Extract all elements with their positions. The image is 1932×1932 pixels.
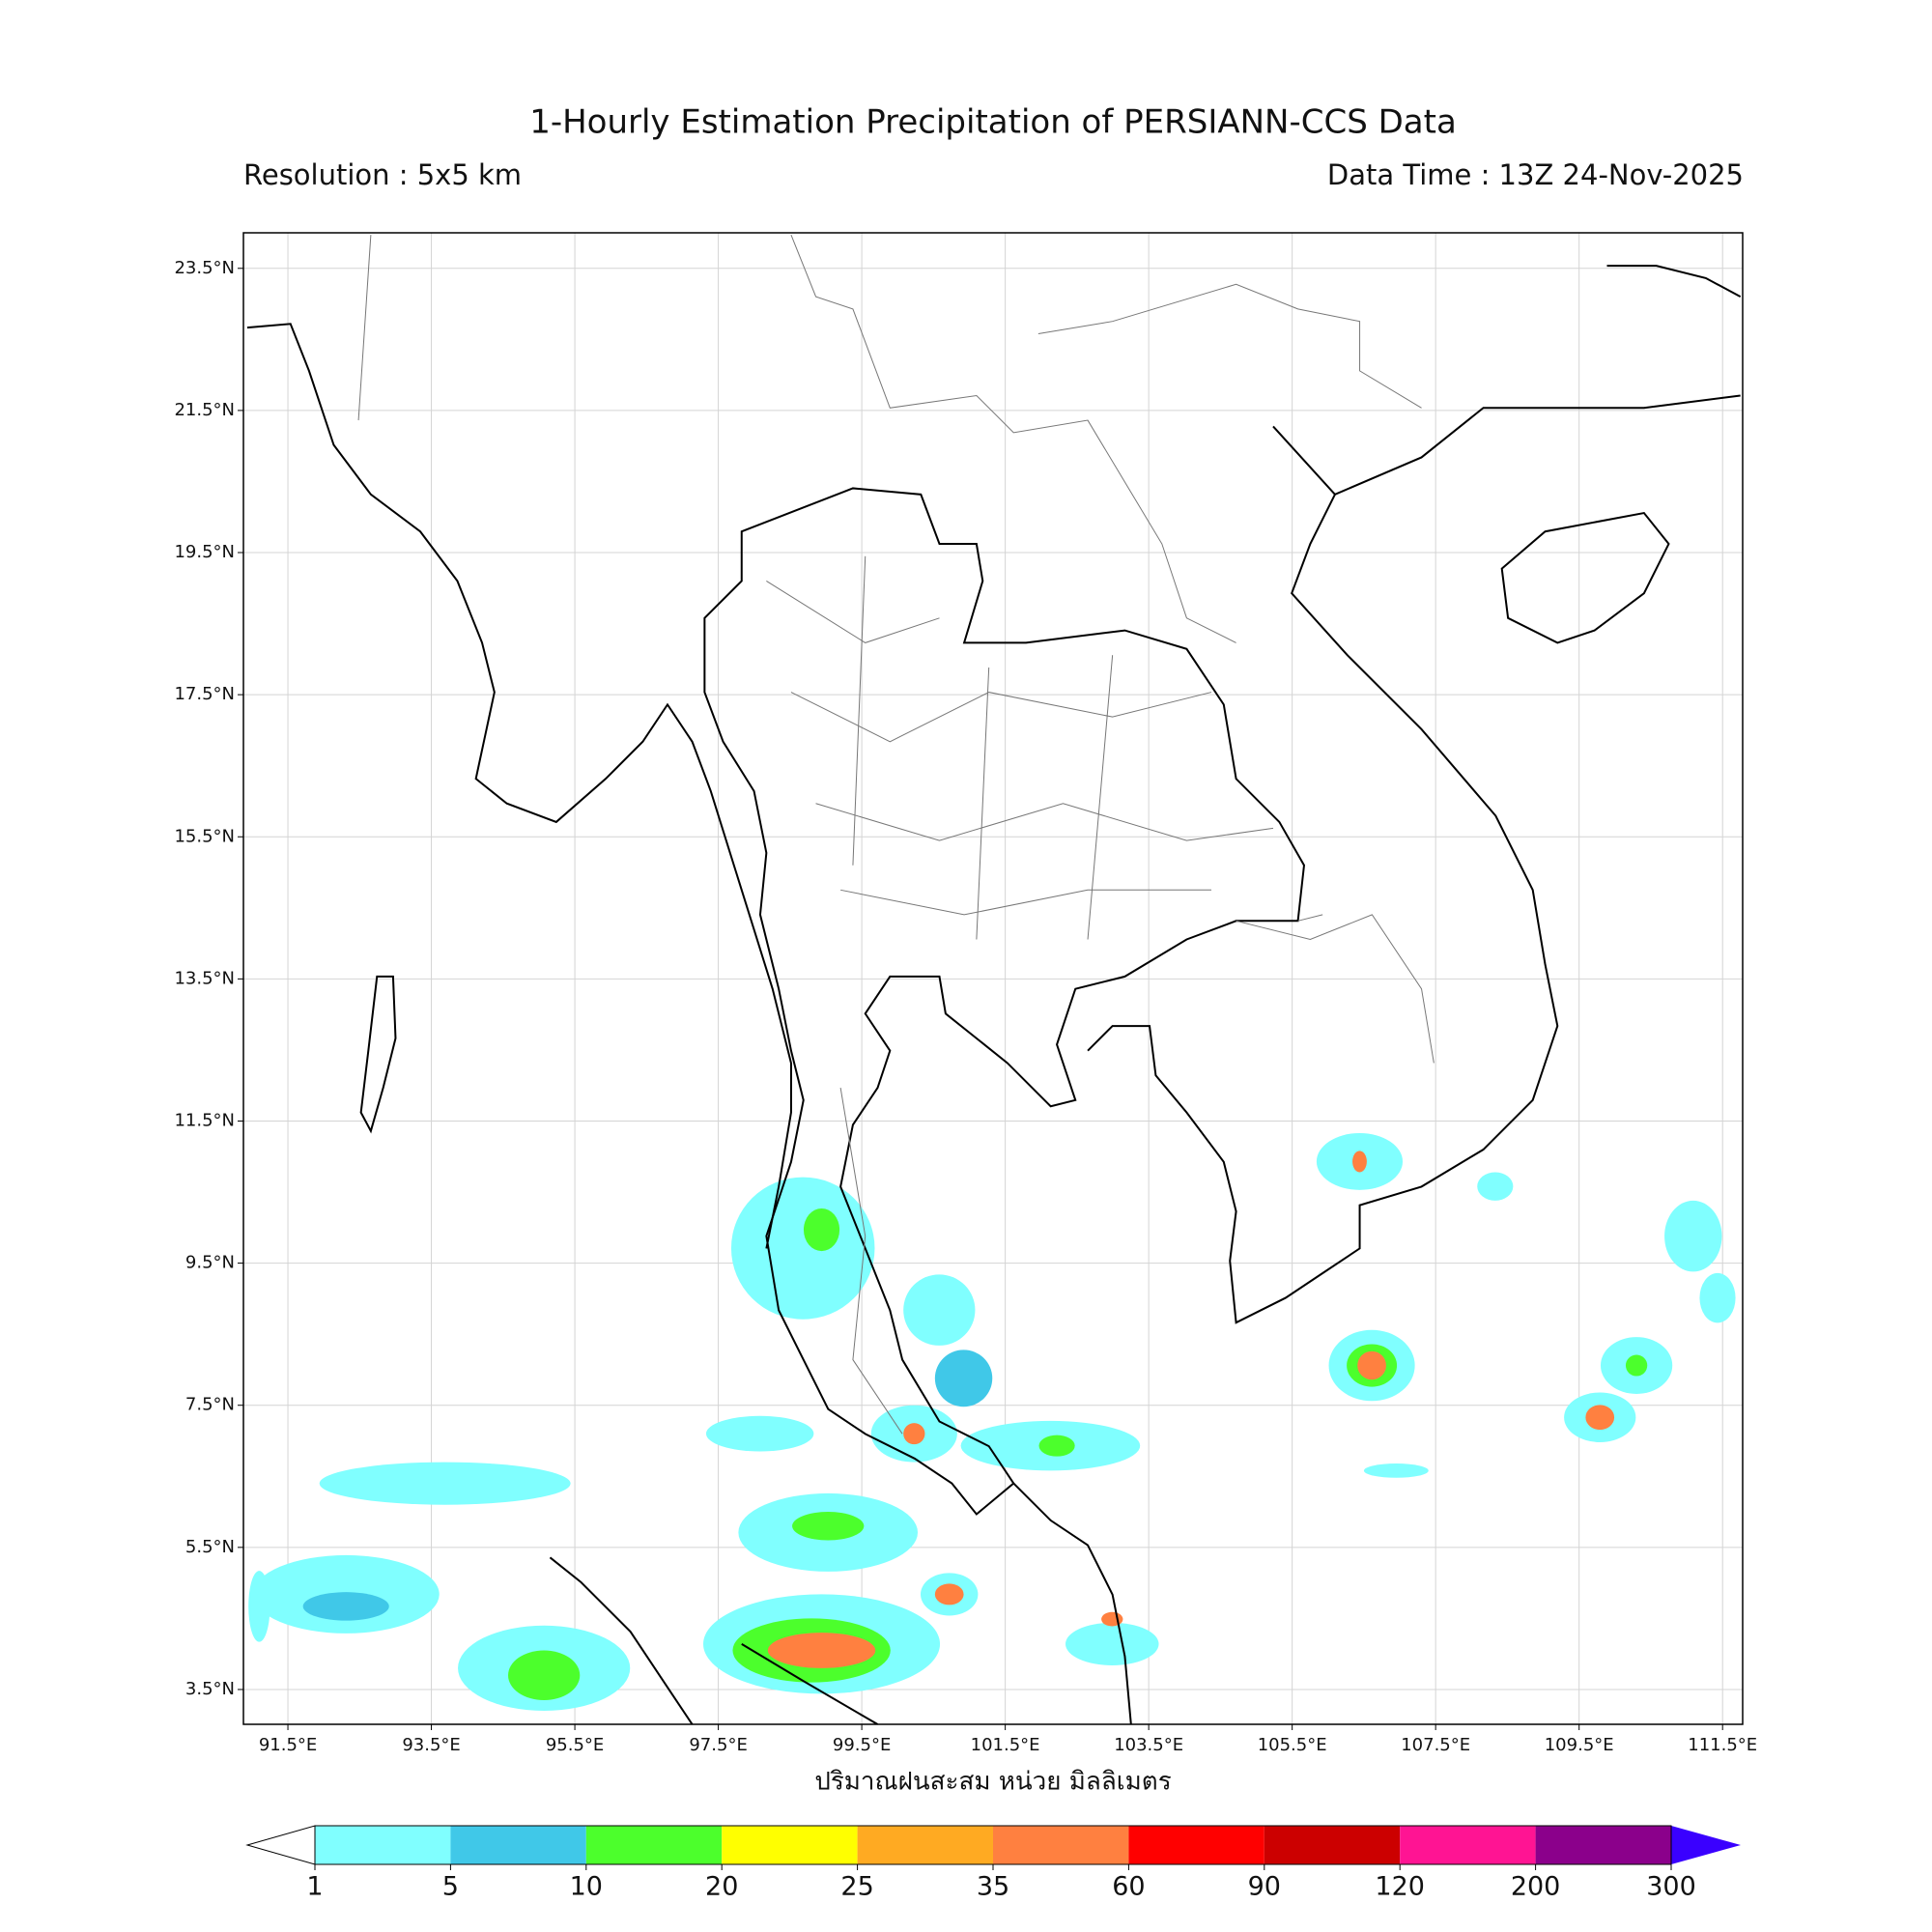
thailand-outline (704, 488, 1304, 1514)
colorbar-tick-label: 5 (442, 1872, 459, 1902)
resolution: Resolution : 5x5 km (243, 158, 522, 191)
province-lines (766, 556, 1273, 1435)
x-tick-label: 95.5°E (546, 1735, 604, 1755)
coastlines (247, 235, 1741, 1724)
colorbar-segment (450, 1826, 586, 1864)
colorbar-segment (857, 1826, 993, 1864)
rain-cell (319, 1462, 571, 1505)
y-tick-label: 21.5°N (174, 400, 235, 420)
colorbar-tick-label: 60 (1112, 1872, 1145, 1902)
sumatra-coast (550, 1557, 877, 1724)
andaman-islands (361, 977, 396, 1131)
rain-cell (1357, 1350, 1386, 1380)
rain-cell (1038, 1435, 1075, 1457)
colorbar-tick-label: 35 (977, 1872, 1009, 1902)
malay-coast (1013, 1484, 1131, 1725)
rain-cell (792, 1512, 865, 1541)
rain-cell (1664, 1200, 1722, 1272)
y-tick-label: 11.5°N (174, 1110, 235, 1130)
colorbar-tick-label: 90 (1248, 1872, 1281, 1902)
rain-cell (302, 1592, 389, 1621)
data-time: Data Time : 13Z 24-Nov-2025 (1327, 158, 1744, 191)
y-tick-label: 7.5°N (185, 1395, 235, 1415)
ticks: 91.5°E 93.5°E 95.5°E 97.5°E 99.5°E 101.5°E 103… (174, 258, 1757, 1755)
colorbar-tick-label: 200 (1511, 1872, 1561, 1902)
colorbar-segment (315, 1826, 451, 1864)
y-tick-label: 3.5°N (185, 1679, 235, 1699)
colorbar-segment (993, 1826, 1129, 1864)
china-coast (1335, 266, 1741, 495)
colorbar-segment (585, 1826, 723, 1864)
rain-cell (1101, 1611, 1123, 1627)
colorbar-tick-label: 300 (1646, 1872, 1696, 1902)
x-tick-label: 91.5°E (259, 1735, 317, 1755)
rain-cell (1699, 1272, 1736, 1323)
x-tick-label: 103.5°E (1114, 1735, 1183, 1755)
rain-cell (508, 1650, 581, 1700)
rain-cell (1585, 1405, 1615, 1431)
x-tick-label: 101.5°E (971, 1735, 1040, 1755)
x-tick-label: 97.5°E (689, 1735, 747, 1755)
rain-cell (705, 1415, 814, 1452)
colorbar-segment (1400, 1826, 1536, 1864)
y-tick-label: 9.5°N (185, 1253, 235, 1273)
rain-cell (1477, 1172, 1514, 1201)
rain-cell (1352, 1151, 1367, 1173)
y-tick-label: 19.5°N (174, 542, 235, 562)
y-tick-label: 15.5°N (174, 826, 235, 846)
rain-cell (803, 1208, 840, 1252)
colorbar: 1 5 10 20 25 35 60 90 120 200 300 (245, 1825, 1741, 1902)
x-tick-label: 109.5°E (1545, 1735, 1614, 1755)
y-tick-label: 13.5°N (174, 968, 235, 988)
hainan (1502, 513, 1669, 642)
y-tick-label: 5.5°N (185, 1537, 235, 1557)
land-borders (358, 235, 1434, 1063)
y-tick-label: 17.5°N (174, 684, 235, 704)
indochina-coast (1088, 426, 1557, 1322)
rain-cell (903, 1274, 976, 1346)
colorbar-segment (722, 1826, 858, 1864)
rain-cell (1363, 1463, 1429, 1478)
x-tick-label: 99.5°E (833, 1735, 891, 1755)
rain-cell (767, 1633, 876, 1668)
colorbar-segment (1128, 1826, 1264, 1864)
title: 1-Hourly Estimation Precipitation of PER… (529, 103, 1457, 142)
colorbar-tick-label: 120 (1375, 1872, 1425, 1902)
x-tick-label: 107.5°E (1401, 1735, 1470, 1755)
x-tick-label: 93.5°E (402, 1735, 460, 1755)
rain-cell (1625, 1354, 1648, 1377)
x-tick-label: 111.5°E (1688, 1735, 1757, 1755)
colorbar-tick-label: 10 (570, 1872, 603, 1902)
colorbar-label: ปริมาณฝนสะสม หน่วย มิลลิเมตร (814, 1768, 1171, 1797)
colorbar-tick-label: 25 (840, 1872, 873, 1902)
colorbar-over (1671, 1826, 1741, 1864)
rain-cell (903, 1423, 925, 1445)
rain-cell (934, 1350, 993, 1407)
colorbar-tick-label: 20 (705, 1872, 738, 1902)
x-tick-label: 105.5°E (1258, 1735, 1327, 1755)
rain-cell (730, 1177, 875, 1320)
y-tick-label: 23.5°N (174, 258, 235, 278)
colorbar-tick-label: 1 (306, 1872, 323, 1902)
rain-cell (934, 1583, 964, 1605)
rain-layer (248, 1132, 1736, 1712)
myanmar-coast (247, 324, 791, 1248)
rain-cell (248, 1571, 270, 1642)
colorbar-segment (1535, 1826, 1671, 1864)
colorbar-segment (1264, 1826, 1401, 1864)
rain-cell (1065, 1622, 1159, 1665)
